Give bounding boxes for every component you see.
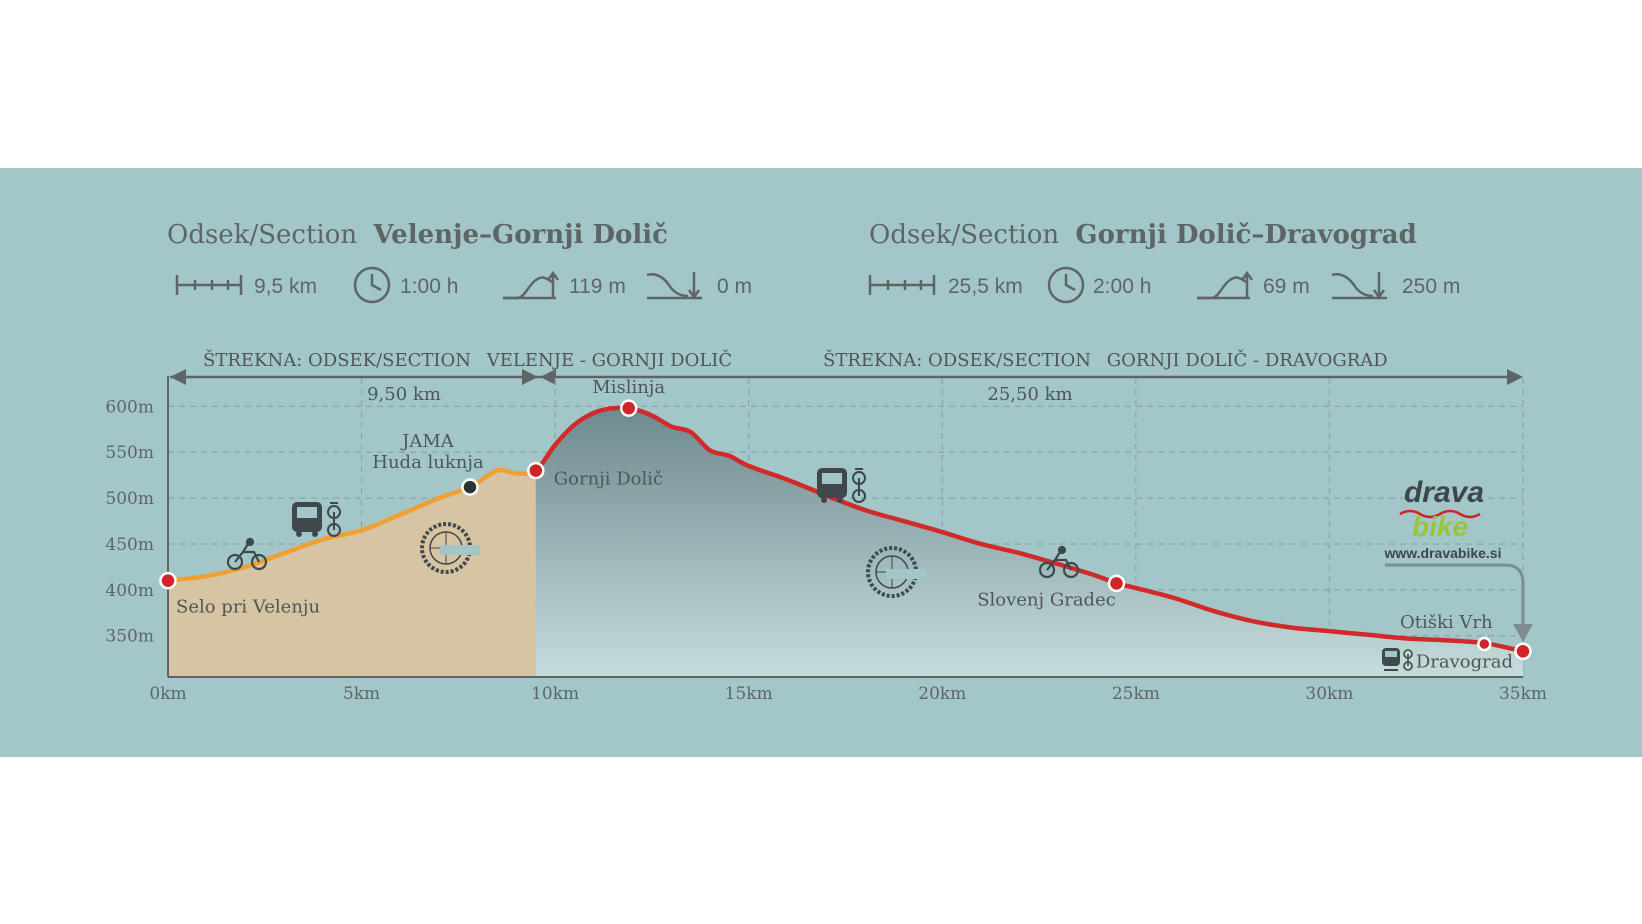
logo-url: www.dravabike.si [1384, 545, 1502, 561]
point-marker-2 [527, 461, 545, 480]
section-2-line [535, 405, 1524, 654]
x-tick-label-4: 20km [918, 684, 966, 704]
section-1-ascent: 119 m [569, 275, 626, 298]
chart-areas [168, 407, 1523, 677]
point-marker-0 [159, 571, 177, 590]
strekna-wheel-icon [866, 546, 926, 598]
train-bike-icon [1382, 648, 1413, 671]
x-tick-label-3: 15km [725, 684, 773, 704]
y-tick-label-2: 450m [105, 535, 154, 555]
strekna-wheel-icon [420, 522, 480, 574]
point-marker-6 [1514, 642, 1532, 661]
logo-wave [1399, 509, 1481, 519]
descent-icon [1331, 272, 1387, 300]
x-tick-label-1: 5km [343, 684, 380, 704]
dravabike-logo: drava bike www.dravabike.si [1384, 476, 1533, 642]
cyclist-icon [1038, 545, 1080, 579]
logo-word-drava: drava [1404, 476, 1484, 509]
x-tick-label-5: 25km [1112, 684, 1160, 704]
chart-lines [167, 405, 1524, 654]
x-tick-label-7: 35km [1499, 684, 1547, 704]
section-2-descent: 250 m [1402, 275, 1460, 298]
point-label-6: Dravograd [1416, 651, 1513, 672]
point-label-3: Mislinja [592, 377, 665, 398]
chart-ticks: 350m 400m 450m 500m 550m 600m 0km 5km 10km 15km 20… [105, 397, 1547, 704]
svg-text:Odsek/Section Gornji Dol: Odsek/Section Gornji Dolič–Dravograd [869, 220, 1417, 250]
strekna-section-bar [170, 369, 1523, 385]
bus-bike-icon [817, 468, 866, 503]
section-1-stats [175, 266, 702, 304]
section-1-distance: 9,5 km [254, 275, 317, 298]
section-1-descent: 0 m [717, 275, 752, 298]
strekna-1-name: VELENJE - GORNJI DOLIČ [486, 348, 732, 371]
ascent-icon [1197, 270, 1254, 300]
section-2-area [535, 407, 1523, 677]
logo-word-bike: bike [1412, 511, 1468, 542]
section-2-distance: 25,5 km [948, 275, 1023, 298]
section-header-2: Odsek/Section Gornji Dolič–Dravograd [869, 220, 1417, 250]
section-2-prefix: Odsek/Section [869, 220, 1059, 250]
section-1-name: Velenje–Gornji Dolič [372, 220, 668, 250]
descent-icon [646, 272, 702, 300]
strekna-2-prefix: ŠTREKNA: ODSEK/SECTION [823, 348, 1091, 371]
strekna-1-length: 9,50 km [367, 384, 441, 405]
logo-pointer-arrow [1385, 563, 1525, 628]
bus-bike-icon [292, 502, 341, 537]
distance-ruler-icon [868, 275, 936, 295]
y-tick-label-5: 600m [105, 397, 154, 417]
y-tick-label-3: 500m [105, 489, 154, 509]
y-tick-label-1: 400m [105, 581, 154, 601]
strekna-1-label: ŠTREKNA: ODSEK/SECTION VELENJE - GORNJI … [203, 348, 732, 371]
section-1-area [168, 470, 536, 677]
cyclist-icon [226, 537, 268, 571]
point-marker-3 [619, 399, 638, 417]
ascent-icon [503, 270, 560, 300]
svg-text:Odsek/Section Velenje–Go: Odsek/Section Velenje–Gornji Dolič [167, 220, 668, 250]
point-marker-5 [1477, 636, 1492, 652]
point-marker-1 [461, 478, 479, 496]
y-tick-label-0: 350m [105, 627, 154, 647]
y-tick-label-4: 550m [105, 443, 154, 463]
point-label-5: Otiški Vrh [1400, 612, 1493, 633]
section-2-ascent: 69 m [1263, 275, 1310, 298]
section-1-time: 1:00 h [400, 275, 458, 298]
point-marker-4 [1107, 574, 1126, 593]
section-2-time: 2:00 h [1093, 275, 1151, 298]
section-header-1: Odsek/Section Velenje–Gornji Dolič [167, 220, 668, 250]
chart-points: Selo pri Velenju JAMA Huda luknja Gornji Do… [159, 377, 1532, 672]
x-tick-label-6: 30km [1305, 684, 1353, 704]
x-tick-label-0: 0km [149, 684, 186, 704]
distance-ruler-icon [175, 275, 243, 295]
x-tick-label-2: 10km [531, 684, 579, 704]
strekna-2-label: ŠTREKNA: ODSEK/SECTION GORNJI DOLIČ - DR… [823, 348, 1388, 371]
section-2-stats [868, 266, 1387, 304]
point-label-0: Selo pri Velenju [176, 597, 320, 618]
strekna-2-length: 25,50 km [987, 384, 1072, 405]
point-label-2: Gornji Dolič [554, 469, 663, 490]
clock-icon [353, 266, 391, 304]
section-1-line [167, 467, 536, 583]
chart-axes [167, 376, 1523, 678]
strekna-2-name: GORNJI DOLIČ - DRAVOGRAD [1107, 348, 1388, 371]
section-1-prefix: Odsek/Section [167, 220, 357, 250]
point-label-4: Slovenj Gradec [977, 589, 1116, 610]
logo-pointer-arrowhead [1513, 624, 1533, 642]
point-label-1: JAMA Huda luknja [372, 431, 484, 473]
strekna-1-prefix: ŠTREKNA: ODSEK/SECTION [203, 348, 471, 371]
clock-icon [1047, 266, 1085, 304]
section-2-name: Gornji Dolič–Dravograd [1075, 220, 1416, 250]
